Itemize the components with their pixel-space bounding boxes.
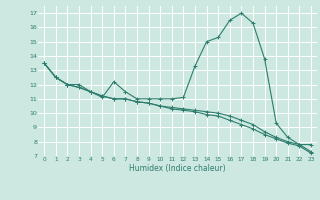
X-axis label: Humidex (Indice chaleur): Humidex (Indice chaleur) — [129, 164, 226, 173]
